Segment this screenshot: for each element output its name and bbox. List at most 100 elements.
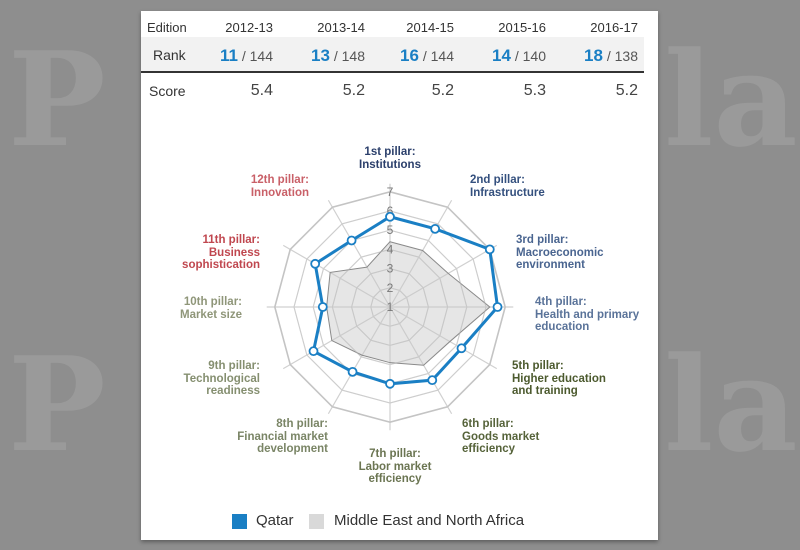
qatar-point	[385, 378, 395, 389]
qatar-point	[427, 375, 438, 386]
qatar-point	[346, 235, 357, 246]
legend-swatch-mena	[309, 514, 324, 529]
axis-label-pillar-10: 10th pillar: Market size	[142, 296, 242, 321]
legend-label-mena: Middle East and North Africa	[334, 512, 525, 529]
axis-line	[327, 306, 391, 415]
axis-label-line: Technological	[183, 372, 260, 385]
axis-label-line: 1st pillar:	[364, 146, 416, 158]
rank-value: 13	[311, 46, 330, 65]
rank-value: 11	[219, 46, 238, 65]
axis-label-line: 5th pillar:	[512, 360, 564, 372]
axis-line	[389, 199, 453, 308]
qatar-point	[484, 244, 495, 255]
axis-label-line: environment	[516, 259, 586, 272]
score-cell: 5.2	[615, 82, 638, 99]
table-header-row: Edition 2012-13 2013-14 2014-15 2015-16 …	[141, 11, 644, 37]
rank-total: / 144	[241, 48, 273, 64]
tick-label: 3	[387, 262, 394, 276]
axis-label-line: Higher education	[512, 372, 606, 385]
qatar-point	[310, 258, 321, 269]
edition-col: 2016-17	[590, 20, 638, 35]
axis-label-line: 11th pillar:	[202, 234, 260, 246]
rank-total: / 140	[514, 48, 546, 64]
axis-label-line: 8th pillar:	[276, 418, 328, 430]
axis-label-line: 7th pillar:	[369, 448, 421, 460]
rank-cell: 11 / 144	[193, 46, 273, 66]
axis-line	[389, 306, 453, 415]
axis-label-line: education	[535, 321, 590, 334]
axis-line	[389, 244, 498, 308]
grid-ring-overlay	[293, 210, 487, 404]
axis-label-line: development	[257, 443, 328, 456]
qatar-point	[430, 223, 441, 234]
axis-label-pillar-5: 5th pillar: Higher education and training	[512, 360, 606, 398]
axis-label-pillar-1: 1st pillar: Institutions	[340, 146, 440, 171]
qatar-point	[308, 346, 319, 357]
axis-label-pillar-11: 11th pillar: Business sophistication	[160, 234, 260, 272]
axis-label-line: Financial market	[237, 430, 328, 443]
axis-label-line: Innovation	[250, 186, 309, 199]
qatar-point	[385, 211, 395, 222]
axis-line	[389, 306, 498, 370]
axis-label-line: Market size	[179, 308, 242, 321]
axis-label-line: 10th pillar:	[183, 296, 242, 308]
rank-cell: 16 / 144	[374, 46, 454, 66]
grid-ring-overlay	[331, 248, 449, 366]
tick-label: 5	[387, 223, 394, 237]
tick-label: 6	[387, 204, 394, 218]
axis-line	[327, 199, 391, 308]
rank-cell: 13 / 148	[285, 46, 365, 66]
edition-col: 2015-16	[498, 20, 546, 35]
edition-col: 2014-15	[406, 20, 454, 35]
edition-col: 2013-14	[317, 20, 365, 35]
axis-label-line: and training	[512, 385, 578, 398]
axis-label-line: Labor market	[358, 460, 432, 473]
axis-label-line: Institutions	[359, 158, 421, 171]
rank-total: / 144	[422, 48, 454, 64]
qatar-point	[317, 302, 328, 312]
rank-cell: 14 / 140	[466, 46, 546, 66]
score-label: Score	[149, 83, 186, 99]
axis-label-line: 2nd pillar:	[470, 174, 525, 186]
axis-label-pillar-12: 12th pillar: Innovation	[209, 174, 309, 199]
watermark-logo-right: la	[664, 25, 798, 175]
qatar-point	[456, 343, 467, 354]
axis-label-line: 4th pillar:	[535, 296, 587, 308]
axis-label-pillar-8: 8th pillar: Financial market development	[228, 418, 328, 456]
axis-label-line: efficiency	[368, 473, 422, 486]
watermark-logo-left: P	[8, 25, 106, 175]
axis-label-pillar-7: 7th pillar: Labor market efficiency	[345, 448, 445, 486]
rank-value: 14	[492, 46, 511, 65]
axis-label-pillar-9: 9th pillar: Technological readiness	[160, 360, 260, 398]
axis-label-line: Health and primary	[535, 308, 640, 321]
score-cell: 5.4	[250, 82, 273, 99]
axis-label-line: 3rd pillar:	[516, 234, 569, 246]
tick-label: 1	[387, 300, 394, 314]
axis-label-line: Business	[208, 246, 260, 259]
grid-ring-overlay	[351, 268, 429, 346]
axis-label-line: efficiency	[462, 443, 516, 456]
score-cell: 5.2	[342, 82, 365, 99]
axis-line	[282, 306, 391, 370]
axis-line	[282, 244, 391, 308]
rank-value: 18	[584, 46, 603, 65]
grid-ring-overlay	[370, 287, 410, 327]
axis-label-pillar-2: 2nd pillar: Infrastructure	[470, 174, 545, 199]
axis-label-line: 9th pillar:	[208, 360, 260, 372]
rank-label: Rank	[153, 47, 186, 63]
axis-label-line: Infrastructure	[470, 186, 545, 199]
qatar-point	[492, 302, 503, 312]
axis-label-pillar-6: 6th pillar: Goods market efficiency	[462, 418, 539, 456]
tick-label: 4	[387, 242, 394, 256]
axis-label-line: sophistication	[182, 259, 260, 272]
rank-row: Rank 11 / 144 13 / 148 16 / 144 14 / 140…	[141, 37, 644, 73]
qatar-point	[347, 366, 358, 377]
axis-label-line: Macroeconomic	[516, 246, 604, 259]
watermark-logo-left-2: P	[8, 330, 106, 480]
tick-label: 2	[387, 281, 394, 295]
legend-label-qatar: Qatar	[256, 512, 294, 529]
edition-col: 2012-13	[225, 20, 273, 35]
axis-label-line: Goods market	[462, 430, 540, 443]
axis-label-line: 12th pillar:	[250, 174, 309, 186]
